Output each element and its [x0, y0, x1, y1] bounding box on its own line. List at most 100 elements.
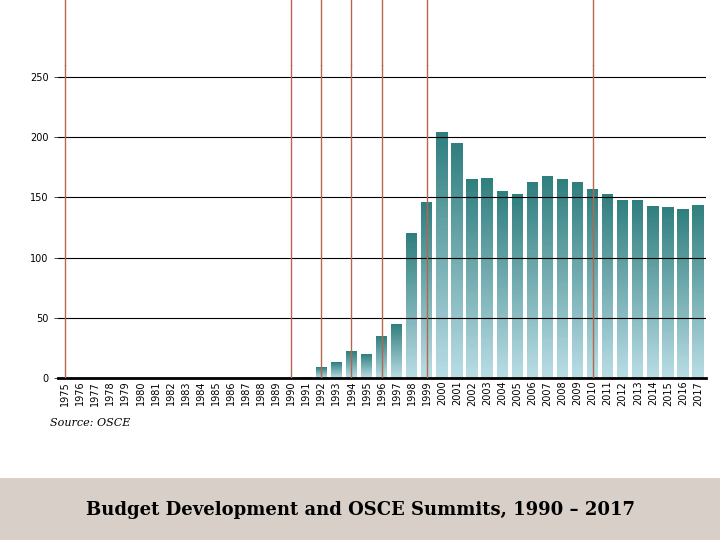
Bar: [693, 219, 703, 222]
Bar: [693, 352, 703, 355]
Bar: [406, 299, 418, 301]
Bar: [406, 349, 418, 352]
Bar: [541, 223, 553, 226]
Bar: [497, 316, 508, 319]
Bar: [647, 321, 659, 323]
Bar: [391, 338, 402, 339]
Bar: [678, 345, 688, 347]
Bar: [482, 258, 492, 261]
Bar: [617, 327, 629, 330]
Bar: [541, 243, 553, 246]
Bar: [451, 323, 463, 327]
Bar: [482, 228, 492, 231]
Bar: [406, 352, 418, 354]
Bar: [451, 249, 463, 253]
Bar: [572, 319, 583, 322]
Bar: [693, 332, 703, 335]
Bar: [557, 232, 568, 235]
Bar: [632, 200, 644, 202]
Bar: [602, 286, 613, 289]
Bar: [436, 177, 448, 181]
Bar: [406, 284, 418, 286]
Bar: [693, 233, 703, 237]
Bar: [436, 247, 448, 251]
Bar: [693, 312, 703, 314]
Bar: [421, 217, 433, 220]
Bar: [662, 367, 674, 369]
Bar: [436, 284, 448, 288]
Bar: [693, 369, 703, 372]
Bar: [647, 280, 659, 284]
Bar: [391, 367, 402, 368]
Bar: [617, 354, 629, 357]
Bar: [467, 372, 477, 375]
Bar: [602, 298, 613, 301]
Bar: [647, 208, 659, 212]
Bar: [572, 264, 583, 267]
Bar: [406, 306, 418, 308]
Bar: [572, 185, 583, 188]
Bar: [436, 140, 448, 145]
Bar: [376, 359, 387, 360]
Bar: [436, 137, 448, 140]
Bar: [467, 305, 477, 308]
Bar: [376, 364, 387, 366]
Bar: [391, 336, 402, 338]
Bar: [467, 265, 477, 269]
Bar: [557, 325, 568, 328]
Bar: [572, 181, 583, 185]
Bar: [678, 322, 688, 325]
Bar: [693, 262, 703, 265]
Bar: [406, 277, 418, 279]
Bar: [406, 373, 418, 376]
Bar: [376, 364, 387, 365]
Bar: [421, 375, 433, 378]
Bar: [632, 292, 644, 295]
Bar: [467, 183, 477, 186]
Bar: [391, 343, 402, 345]
Bar: [602, 258, 613, 261]
Bar: [436, 148, 448, 153]
Bar: [436, 325, 448, 329]
Bar: [647, 338, 659, 341]
Bar: [632, 247, 644, 250]
Bar: [421, 202, 433, 205]
Bar: [662, 329, 674, 333]
Bar: [467, 262, 477, 265]
Bar: [421, 228, 433, 232]
Bar: [421, 316, 433, 319]
Bar: [391, 364, 402, 366]
Bar: [451, 335, 463, 339]
Bar: [662, 267, 674, 269]
Bar: [467, 196, 477, 199]
Bar: [421, 352, 433, 355]
Bar: [602, 307, 613, 310]
Bar: [526, 231, 538, 234]
Bar: [526, 270, 538, 273]
Bar: [497, 303, 508, 306]
Bar: [557, 312, 568, 315]
Bar: [391, 349, 402, 350]
Bar: [541, 354, 553, 358]
Bar: [693, 237, 703, 239]
Bar: [391, 355, 402, 356]
Bar: [436, 304, 448, 308]
Bar: [617, 247, 629, 250]
Bar: [526, 283, 538, 286]
Bar: [541, 338, 553, 341]
Bar: [391, 348, 402, 349]
Bar: [617, 357, 629, 360]
Bar: [587, 195, 598, 198]
Bar: [376, 370, 387, 371]
Bar: [421, 322, 433, 325]
Bar: [451, 315, 463, 319]
Bar: [617, 271, 629, 274]
Bar: [647, 309, 659, 312]
Bar: [512, 215, 523, 218]
Bar: [557, 348, 568, 352]
Bar: [647, 223, 659, 226]
Bar: [647, 375, 659, 378]
Bar: [391, 353, 402, 354]
Bar: [526, 345, 538, 348]
Bar: [587, 265, 598, 268]
